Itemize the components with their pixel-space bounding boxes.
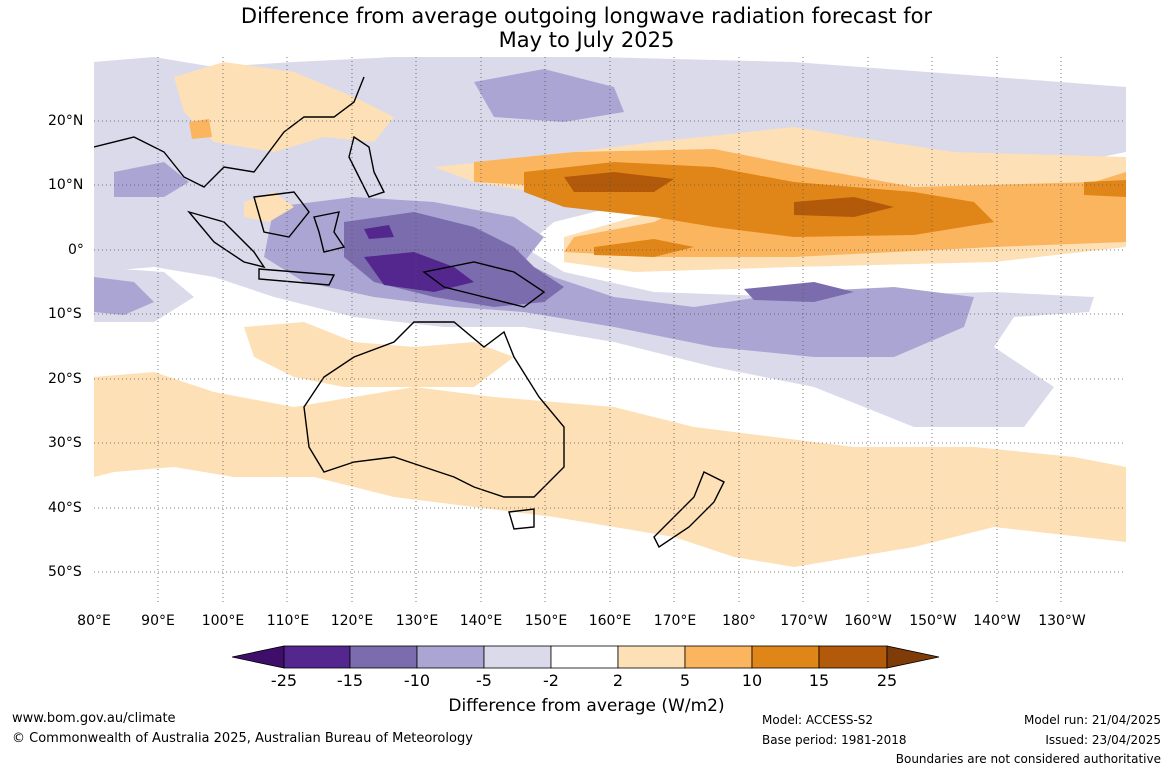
new-zealand-coastline (653, 471, 725, 549)
map-title-line1: Difference from average outgoing longwav… (240, 4, 933, 28)
colorbar-label: Difference from average (W/m2) (448, 696, 725, 716)
colorbar-extend-high (886, 645, 940, 669)
disclaimer-text: Boundaries are not considered authoritat… (895, 752, 1161, 766)
website-link[interactable]: www.bom.gov.au/climate (12, 711, 176, 726)
x-tick-label: 180° (722, 613, 756, 629)
positive-anomaly-pacific-max-3 (1084, 180, 1126, 197)
philippines-coastline (348, 135, 385, 198)
sumatra-coastline (187, 210, 266, 269)
tasmania-coastline (508, 508, 535, 530)
base-period-text: Base period: 1981-2018 (762, 733, 907, 747)
positive-anomaly-indochina-medium (189, 119, 212, 139)
colorbar-segment (550, 645, 619, 669)
colorbar-segment (416, 645, 485, 669)
colorbar-segment (684, 645, 753, 669)
x-tick-label: 130°W (1038, 613, 1086, 629)
x-tick-label: 150°E (524, 613, 568, 629)
colorbar-tick: -25 (270, 671, 298, 690)
colorbar (232, 645, 940, 669)
colorbar-segment (818, 645, 888, 669)
y-tick-label: 50°S (48, 564, 82, 580)
x-tick-label: 100°E (201, 613, 245, 629)
x-tick-label: 160°W (844, 613, 892, 629)
x-tick-label: 140°E (459, 613, 503, 629)
issued-text: Issued: 23/04/2025 (1045, 733, 1161, 747)
strong-negative-anomaly (364, 252, 474, 292)
colorbar-segment (349, 645, 418, 669)
x-tick-label: 110°E (266, 613, 310, 629)
colorbar-segment (283, 645, 351, 669)
model-text: Model: ACCESS-S2 (762, 713, 874, 727)
colorbar-extend-low (232, 645, 285, 669)
y-tick-label: 0° (68, 242, 84, 258)
colorbar-tick: 15 (808, 671, 830, 690)
coastlines (94, 76, 725, 549)
negative-anomaly-bay-of-bengal (114, 162, 189, 197)
model-run-text: Model run: 21/04/2025 (1023, 713, 1161, 727)
negative-anomaly-philippine-sea (474, 69, 624, 122)
x-tick-label: 90°E (141, 613, 175, 629)
colorbar-segment (617, 645, 686, 669)
y-tick-label: 10°S (48, 306, 82, 322)
colorbar-segments (283, 645, 888, 669)
x-tick-label: 150°W (909, 613, 957, 629)
positive-anomaly-pacific-max (564, 172, 674, 192)
negative-anomaly-south-pacific-core (744, 282, 854, 302)
graticule (94, 57, 1126, 605)
x-tick-label: 170°W (780, 613, 828, 629)
positive-anomaly-australia (244, 322, 514, 387)
java-coastline (258, 268, 336, 286)
x-tick-label: 80°E (77, 613, 111, 629)
negative-anomaly-indian-ocean (94, 277, 154, 315)
colorbar-segment (751, 645, 820, 669)
colorbar-tick: 5 (679, 671, 691, 690)
strong-negative-anomaly-2 (364, 225, 394, 239)
colorbar-tick: -10 (403, 671, 431, 690)
colorbar-tick: -15 (336, 671, 364, 690)
copyright-text: © Commonwealth of Australia 2025, Austra… (12, 731, 473, 746)
positive-anomaly-indochina (174, 62, 394, 152)
new-guinea-coastline (422, 261, 546, 308)
y-tick-label: 40°S (48, 500, 82, 516)
sulawesi-coastline (313, 211, 346, 253)
olr-anomaly-map (94, 57, 1126, 605)
colorbar-tick: -2 (543, 671, 559, 690)
y-tick-label: 30°S (48, 435, 82, 451)
x-tick-label: 130°E (395, 613, 439, 629)
x-tick-label: 120°E (330, 613, 374, 629)
map-title: Difference from average outgoing longwav… (0, 4, 1173, 52)
colorbar-tick: 10 (741, 671, 763, 690)
indochina-coastline (94, 76, 365, 188)
x-tick-label: 140°W (973, 613, 1021, 629)
colorbar-segment (483, 645, 552, 669)
colorbar-tick: -5 (476, 671, 492, 690)
x-tick-label: 160°E (588, 613, 632, 629)
y-tick-label: 10°N (48, 177, 84, 193)
positive-anomaly-borneo (244, 192, 294, 222)
map-title-line2: May to July 2025 (498, 28, 675, 52)
colorbar-tick: 25 (876, 671, 898, 690)
x-tick-label: 170°E (653, 613, 697, 629)
y-tick-label: 20°N (48, 113, 84, 129)
positive-anomaly-pacific-equatorial (594, 239, 694, 257)
y-tick-label: 20°S (48, 371, 82, 387)
positive-anomaly-south-west (304, 452, 424, 487)
colorbar-tick: 2 (612, 671, 624, 690)
borneo-coastline (253, 191, 310, 238)
australia-coastline (303, 321, 565, 498)
positive-anomaly-pacific-max-2 (794, 197, 894, 217)
